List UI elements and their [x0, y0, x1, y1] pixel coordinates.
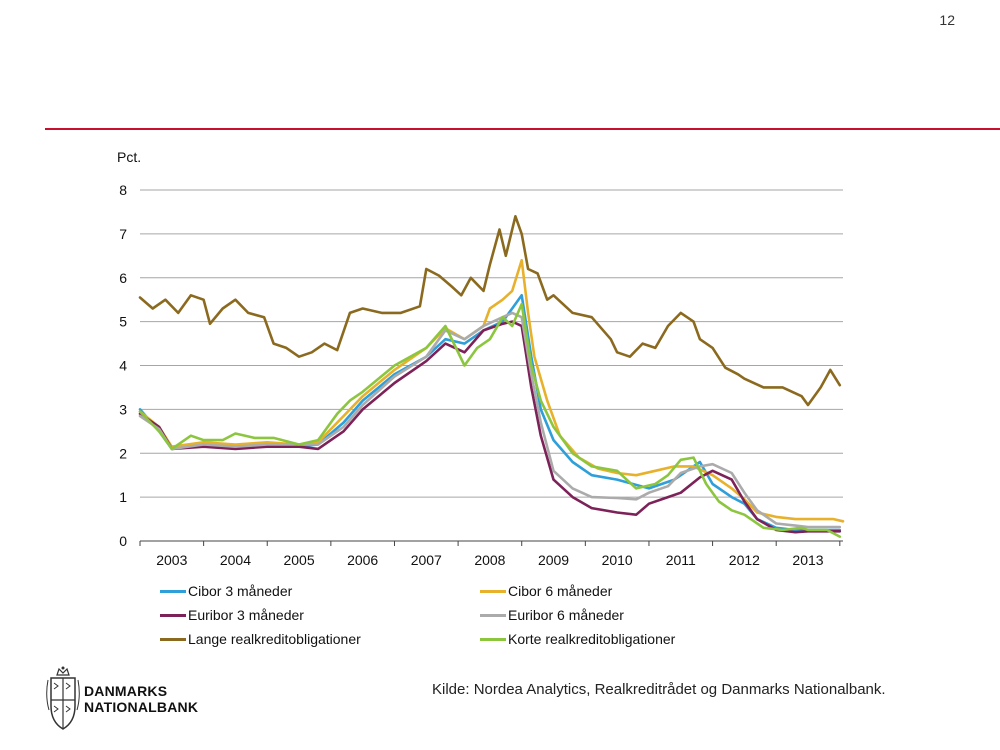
x-tick-label: 2004 — [220, 552, 251, 568]
y-tick-label: 5 — [119, 314, 127, 330]
y-tick-label: 8 — [119, 182, 127, 198]
x-tick-label: 2010 — [602, 552, 633, 568]
y-tick-label: 3 — [119, 401, 127, 417]
x-tick-label: 2008 — [474, 552, 505, 568]
legend-label: Cibor 6 måneder — [508, 583, 613, 599]
legend-item: Euribor 3 måneder — [160, 606, 304, 624]
x-tick-label: 2013 — [792, 552, 823, 568]
legend-label: Cibor 3 måneder — [188, 583, 293, 599]
legend-item: Cibor 3 måneder — [160, 582, 292, 600]
series-lines — [138, 215, 845, 538]
x-tick-label: 2005 — [283, 552, 314, 568]
legend-swatch — [160, 613, 186, 617]
legend-item: Euribor 6 måneder — [480, 606, 624, 624]
series-line-4 — [138, 215, 842, 407]
x-tick-label: 2006 — [347, 552, 378, 568]
series-line-3 — [138, 311, 842, 529]
y-tick-label: 2 — [119, 445, 127, 461]
logo-line-2: NATIONALBANK — [84, 699, 199, 715]
legend-label: Lange realkreditobligationer — [188, 631, 361, 647]
y-tick-label: 7 — [119, 226, 127, 242]
x-tick-label: 2012 — [729, 552, 760, 568]
y-tick-label: 6 — [119, 270, 127, 286]
legend-swatch — [480, 589, 506, 593]
y-axis-label: Pct. — [117, 149, 141, 165]
y-tick-label: 0 — [119, 533, 127, 549]
logo-line-1: DANMARKS — [84, 683, 168, 699]
series-line-5 — [138, 302, 842, 538]
legend-swatch — [160, 637, 186, 641]
x-tick-label: 2011 — [666, 552, 696, 568]
logo-wordmark: DANMARKS NATIONALBANK — [84, 683, 198, 715]
x-tick-label: 2007 — [411, 552, 442, 568]
legend-label: Korte realkreditobligationer — [508, 631, 676, 647]
legend-swatch — [480, 613, 506, 617]
page-number: 12 — [939, 12, 955, 28]
header-divider — [45, 128, 1000, 130]
x-tick-label: 2009 — [538, 552, 569, 568]
source-note: Kilde: Nordea Analytics, Realkreditrådet… — [432, 681, 886, 698]
legend-item: Cibor 6 måneder — [480, 582, 612, 600]
royal-crest-icon — [46, 666, 80, 730]
legend-swatch — [160, 589, 186, 593]
y-tick-label: 1 — [119, 489, 127, 505]
y-tick-label: 4 — [119, 358, 127, 374]
x-tick-label: 2003 — [156, 552, 187, 568]
series-line-0 — [138, 293, 842, 532]
legend-label: Euribor 3 måneder — [188, 607, 304, 623]
gridlines — [140, 189, 843, 498]
danmarks-nationalbank-logo: DANMARKS NATIONALBANK — [46, 664, 246, 734]
legend-label: Euribor 6 måneder — [508, 607, 624, 623]
legend-item: Korte realkreditobligationer — [480, 630, 675, 648]
legend-item: Lange realkreditobligationer — [160, 630, 361, 648]
series-line-2 — [138, 320, 842, 534]
axes: 0 1 2 3 4 5 6 7 8 Pct. 2003 2004 2005 2006 2007 2008 200… — [117, 149, 843, 568]
legend-swatch — [480, 637, 506, 641]
